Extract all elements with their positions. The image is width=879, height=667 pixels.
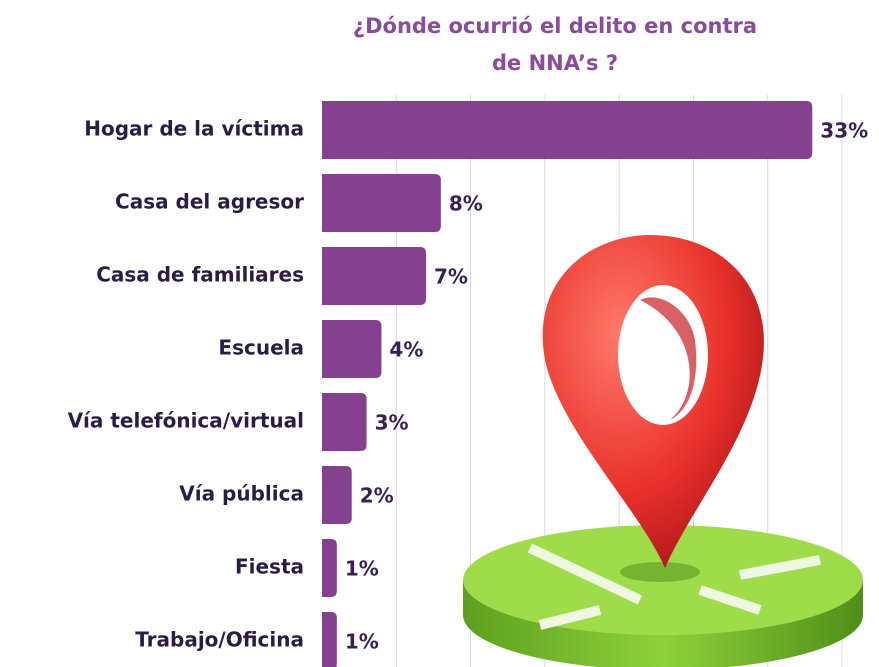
value-label: 7% [434,265,468,289]
bar [322,101,813,159]
category-label: Escuela [218,336,304,360]
category-label: Vía telefónica/virtual [68,409,304,433]
category-label: Fiesta [235,555,304,579]
bars: Hogar de la víctima 33% Casa del agresor 8%… [68,101,868,667]
bar [322,612,337,667]
chart-title: ¿Dónde ocurrió el delito en contra de NN… [352,14,758,75]
bar [322,393,367,451]
value-label: 4% [389,338,423,362]
bar [322,539,337,597]
value-label: 1% [345,630,379,654]
category-label: Trabajo/Oficina [135,628,304,652]
bar [322,174,441,232]
category-label: Casa del agresor [115,190,304,214]
bar [322,320,382,378]
value-label: 1% [345,557,379,581]
bar [322,466,352,524]
category-label: Vía pública [179,482,304,506]
value-label: 33% [820,119,868,143]
category-label: Hogar de la víctima [84,117,304,141]
value-label: 8% [449,192,483,216]
map-pin-illustration [463,235,863,667]
bar [322,247,426,305]
category-label: Casa de familiares [96,263,304,287]
value-label: 2% [360,484,394,508]
value-label: 3% [375,411,409,435]
